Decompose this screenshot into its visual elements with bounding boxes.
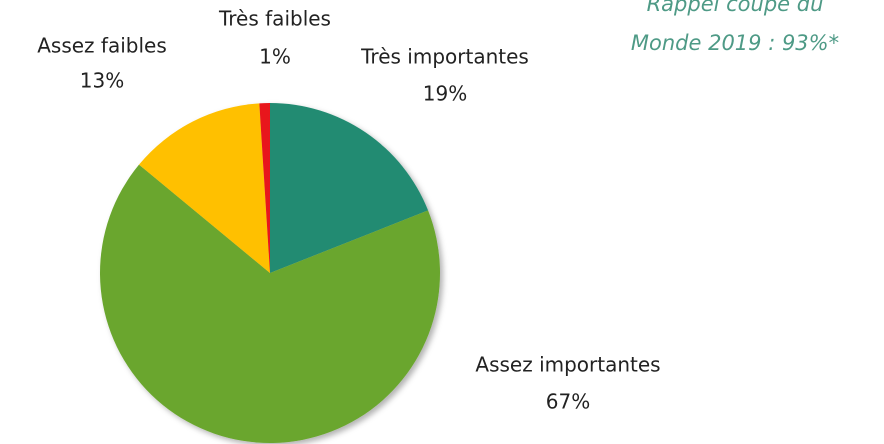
slice-value: 67%	[546, 390, 590, 414]
slice-label: Assez importantes	[475, 353, 660, 377]
pie-slice	[270, 103, 429, 273]
slice-label: Très importantes	[360, 45, 529, 69]
pie-slice	[259, 103, 270, 273]
slice-value: 1%	[259, 45, 291, 69]
slice-label: Assez faibles	[37, 34, 167, 58]
annotation: Rappel coupe du	[647, 0, 824, 16]
slice-value: 19%	[423, 82, 467, 106]
annotation: Monde 2019 : 93%*	[631, 31, 839, 55]
pie-slice	[139, 103, 270, 274]
pie	[99, 103, 441, 443]
slice-label: Très faibles	[218, 7, 331, 31]
pie-slice	[99, 164, 441, 443]
slice-value: 13%	[80, 69, 124, 93]
